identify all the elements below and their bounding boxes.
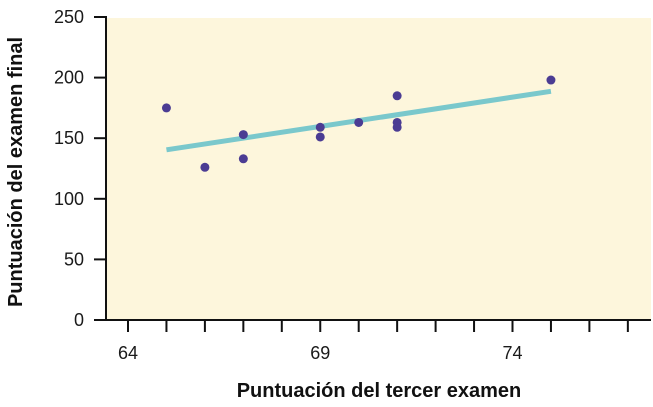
data-point (161, 103, 171, 113)
data-point (392, 122, 402, 132)
data-point (238, 154, 248, 164)
x-axis-title: Puntuación del tercer examen (237, 380, 522, 402)
y-tick-label: 150 (54, 128, 84, 148)
y-tick-label: 200 (54, 68, 84, 88)
data-series (161, 75, 556, 172)
y-axis-title: Puntuación del examen final (5, 37, 27, 307)
x-tick-label: 69 (310, 343, 330, 363)
data-point (200, 162, 210, 172)
data-point (546, 75, 556, 85)
data-point (315, 132, 325, 142)
data-point (392, 91, 402, 101)
plot-background (106, 18, 651, 320)
x-axis: 64 69 74 (94, 319, 651, 363)
x-tick-label: 74 (502, 343, 522, 363)
data-point (315, 122, 325, 132)
y-axis: 0 50 100 150 200 250 (54, 7, 107, 330)
data-point (354, 117, 364, 127)
y-tick-label: 50 (64, 249, 84, 269)
y-tick-label: 250 (54, 7, 84, 27)
data-point (238, 130, 248, 140)
y-tick-label: 0 (74, 310, 84, 330)
x-tick-label: 64 (118, 343, 138, 363)
y-tick-label: 100 (54, 189, 84, 209)
